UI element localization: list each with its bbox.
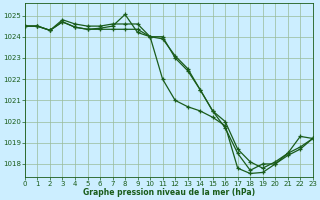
X-axis label: Graphe pression niveau de la mer (hPa): Graphe pression niveau de la mer (hPa) [83, 188, 255, 197]
